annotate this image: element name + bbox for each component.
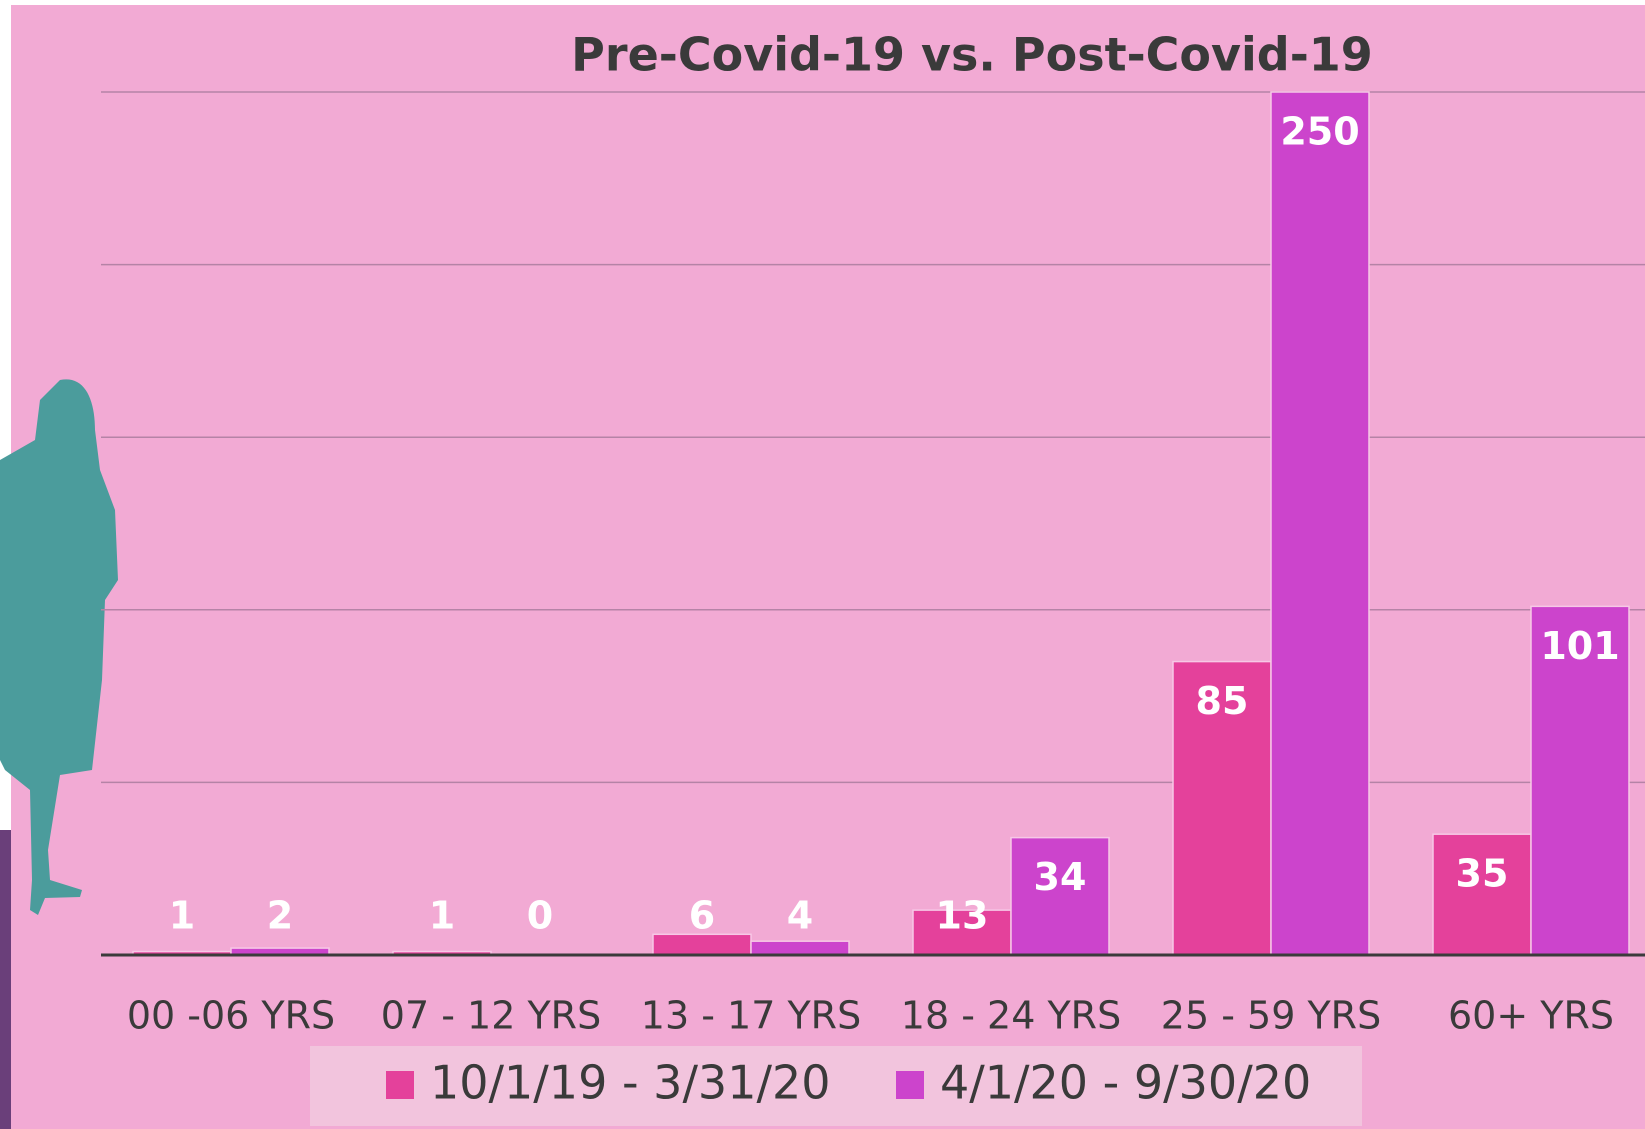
- bar: [1010, 836, 1110, 956]
- side-strip: [0, 830, 11, 1129]
- top-edge: [0, 0, 1645, 5]
- chart-title: Pre-Covid-19 vs. Post-Covid-19: [571, 28, 1373, 82]
- value-label: 101: [1540, 624, 1619, 668]
- bar: [1530, 605, 1630, 956]
- legend-label: 4/1/20 - 9/30/20: [940, 1056, 1311, 1110]
- value-label: 85: [1196, 679, 1249, 723]
- value-label: 4: [787, 894, 813, 938]
- bar: [1172, 660, 1272, 956]
- x-tick-label: 25 - 59 YRS: [1161, 994, 1381, 1038]
- bar: [750, 940, 850, 956]
- value-label: 0: [527, 894, 553, 938]
- bar: [1432, 833, 1532, 956]
- value-label: 1: [429, 894, 455, 938]
- legend: [310, 1046, 1362, 1126]
- left-edge: [0, 0, 11, 830]
- value-label: 1: [169, 894, 195, 938]
- value-label: 250: [1280, 110, 1359, 154]
- legend-swatch: [896, 1071, 924, 1099]
- legend-swatch: [386, 1071, 414, 1099]
- x-tick-label: 07 - 12 YRS: [381, 994, 601, 1038]
- x-tick-label: 60+ YRS: [1448, 994, 1614, 1038]
- value-label: 34: [1034, 855, 1087, 899]
- value-label: 35: [1456, 852, 1509, 896]
- bar: [1270, 91, 1370, 956]
- value-label: 6: [689, 894, 715, 938]
- legend-label: 10/1/19 - 3/31/20: [430, 1056, 831, 1110]
- x-tick-label: 13 - 17 YRS: [641, 994, 861, 1038]
- value-label: 2: [267, 894, 293, 938]
- silhouette: [0, 379, 118, 915]
- value-label: 13: [936, 894, 989, 938]
- x-tick-label: 00 -06 YRS: [127, 994, 335, 1038]
- x-tick-label: 18 - 24 YRS: [901, 994, 1121, 1038]
